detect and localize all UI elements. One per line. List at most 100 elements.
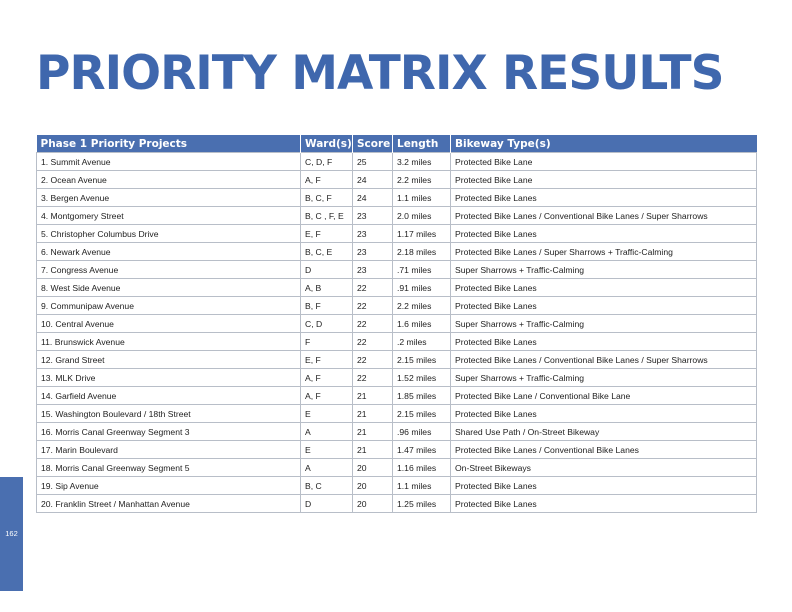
column-header-length: Length [392, 135, 451, 153]
table-row: 16. Morris Canal Greenway Segment 3 A 21.9… [36, 422, 757, 441]
wards-cell: C, D [300, 314, 353, 333]
bikeway-type-cell: Super Sharrows + Traffic-Calming [450, 260, 757, 279]
length-cell: .2 miles [392, 332, 451, 351]
table-row: 11. Brunswick Avenue F 22.2 miles Protected… [36, 332, 757, 351]
score-cell: 20 [352, 494, 393, 513]
length-cell: .91 miles [392, 278, 451, 297]
bikeway-type-cell: Protected Bike Lanes / Super Sharrows + … [450, 242, 757, 261]
length-cell: 2.18 miles [392, 242, 451, 261]
wards-cell: B, C, F [300, 188, 353, 207]
score-cell: 22 [352, 314, 393, 333]
bikeway-type-cell: Protected Bike Lanes / Conventional Bike… [450, 440, 757, 459]
table-body: 1. Summit Avenue C, D, F 25 3.2 miles Protec… [36, 152, 757, 513]
wards-cell: D [300, 260, 353, 279]
project-cell: 11. Brunswick Avenue [36, 332, 301, 351]
project-cell: 3. Bergen Avenue [36, 188, 301, 207]
project-cell: 16. Morris Canal Greenway Segment 3 [36, 422, 301, 441]
length-cell: 1.85 miles [392, 386, 451, 405]
length-cell: 2.15 miles [392, 350, 451, 369]
wards-cell: F [300, 332, 353, 351]
wards-cell: E [300, 404, 353, 423]
page-side-tab: 162 [0, 477, 23, 591]
score-cell: 20 [352, 458, 393, 477]
bikeway-type-cell: Protected Bike Lanes [450, 404, 757, 423]
table-row: 10. Central Avenue C, D 22 1.6 miles Super S… [36, 314, 757, 333]
score-cell: 20 [352, 476, 393, 495]
length-cell: 2.0 miles [392, 206, 451, 225]
wards-cell: A, F [300, 170, 353, 189]
table-row: 4. Montgomery Street B, C , F, E 23 2.0 mil… [36, 206, 757, 225]
bikeway-type-cell: On-Street Bikeways [450, 458, 757, 477]
score-cell: 24 [352, 170, 393, 189]
length-cell: 1.25 miles [392, 494, 451, 513]
table-row: 2. Ocean Avenue A, F 24 2.2 miles Protected … [36, 170, 757, 189]
project-cell: 18. Morris Canal Greenway Segment 5 [36, 458, 301, 477]
length-cell: 3.2 miles [392, 152, 451, 171]
project-cell: 19. Sip Avenue [36, 476, 301, 495]
length-cell: 1.1 miles [392, 188, 451, 207]
bikeway-type-cell: Protected Bike Lanes [450, 296, 757, 315]
table-row: 7. Congress Avenue D 23.71 miles Super Shar… [36, 260, 757, 279]
score-cell: 22 [352, 350, 393, 369]
score-cell: 22 [352, 368, 393, 387]
score-cell: 21 [352, 422, 393, 441]
bikeway-type-cell: Protected Bike Lanes [450, 494, 757, 513]
project-cell: 7. Congress Avenue [36, 260, 301, 279]
project-cell: 5. Christopher Columbus Drive [36, 224, 301, 243]
project-cell: 20. Franklin Street / Manhattan Avenue [36, 494, 301, 513]
wards-cell: E, F [300, 350, 353, 369]
score-cell: 23 [352, 224, 393, 243]
wards-cell: D [300, 494, 353, 513]
project-cell: 13. MLK Drive [36, 368, 301, 387]
project-cell: 10. Central Avenue [36, 314, 301, 333]
project-cell: 12. Grand Street [36, 350, 301, 369]
table-row: 8. West Side Avenue A, B 22.91 miles Protec… [36, 278, 757, 297]
bikeway-type-cell: Protected Bike Lanes [450, 278, 757, 297]
score-cell: 24 [352, 188, 393, 207]
bikeway-type-cell: Protected Bike Lane [450, 152, 757, 171]
wards-cell: A, B [300, 278, 353, 297]
wards-cell: A [300, 422, 353, 441]
length-cell: 1.17 miles [392, 224, 451, 243]
table-row: 20. Franklin Street / Manhattan Avenue D 2… [36, 494, 757, 513]
bikeway-type-cell: Protected Bike Lanes [450, 476, 757, 495]
table-row: 9. Communipaw Avenue B, F 22 2.2 miles Prote… [36, 296, 757, 315]
length-cell: 1.52 miles [392, 368, 451, 387]
wards-cell: B, C [300, 476, 353, 495]
table-row: 6. Newark Avenue B, C, E 23 2.18 miles Prote… [36, 242, 757, 261]
project-cell: 17. Marin Boulevard [36, 440, 301, 459]
table-row: 3. Bergen Avenue B, C, F 24 1.1 miles Protec… [36, 188, 757, 207]
table-row: 15. Washington Boulevard / 18th Street E 2… [36, 404, 757, 423]
bikeway-type-cell: Protected Bike Lanes [450, 224, 757, 243]
length-cell: .71 miles [392, 260, 451, 279]
column-header-bikeway-type: Bikeway Type(s) [450, 135, 757, 153]
project-cell: 14. Garfield Avenue [36, 386, 301, 405]
bikeway-type-cell: Protected Bike Lane / Conventional Bike … [450, 386, 757, 405]
table-row: 1. Summit Avenue C, D, F 25 3.2 miles Protec… [36, 152, 757, 171]
wards-cell: A [300, 458, 353, 477]
project-cell: 6. Newark Avenue [36, 242, 301, 261]
bikeway-type-cell: Protected Bike Lanes [450, 332, 757, 351]
bikeway-type-cell: Shared Use Path / On-Street Bikeway [450, 422, 757, 441]
wards-cell: B, F [300, 296, 353, 315]
project-cell: 1. Summit Avenue [36, 152, 301, 171]
score-cell: 21 [352, 404, 393, 423]
project-cell: 2. Ocean Avenue [36, 170, 301, 189]
priority-projects-table-container: Phase 1 Priority Projects Ward(s) Score … [36, 135, 757, 513]
score-cell: 22 [352, 278, 393, 297]
table-row: 14. Garfield Avenue A, F 21 1.85 miles Prote… [36, 386, 757, 405]
length-cell: 2.2 miles [392, 296, 451, 315]
length-cell: 1.47 miles [392, 440, 451, 459]
length-cell: 2.2 miles [392, 170, 451, 189]
column-header-project: Phase 1 Priority Projects [36, 135, 301, 153]
priority-projects-table: Phase 1 Priority Projects Ward(s) Score … [36, 135, 757, 513]
score-cell: 21 [352, 386, 393, 405]
bikeway-type-cell: Protected Bike Lane [450, 170, 757, 189]
length-cell: .96 miles [392, 422, 451, 441]
wards-cell: C, D, F [300, 152, 353, 171]
project-cell: 4. Montgomery Street [36, 206, 301, 225]
score-cell: 23 [352, 206, 393, 225]
table-row: 18. Morris Canal Greenway Segment 5 A 20 1.… [36, 458, 757, 477]
bikeway-type-cell: Protected Bike Lanes / Conventional Bike… [450, 350, 757, 369]
score-cell: 23 [352, 260, 393, 279]
